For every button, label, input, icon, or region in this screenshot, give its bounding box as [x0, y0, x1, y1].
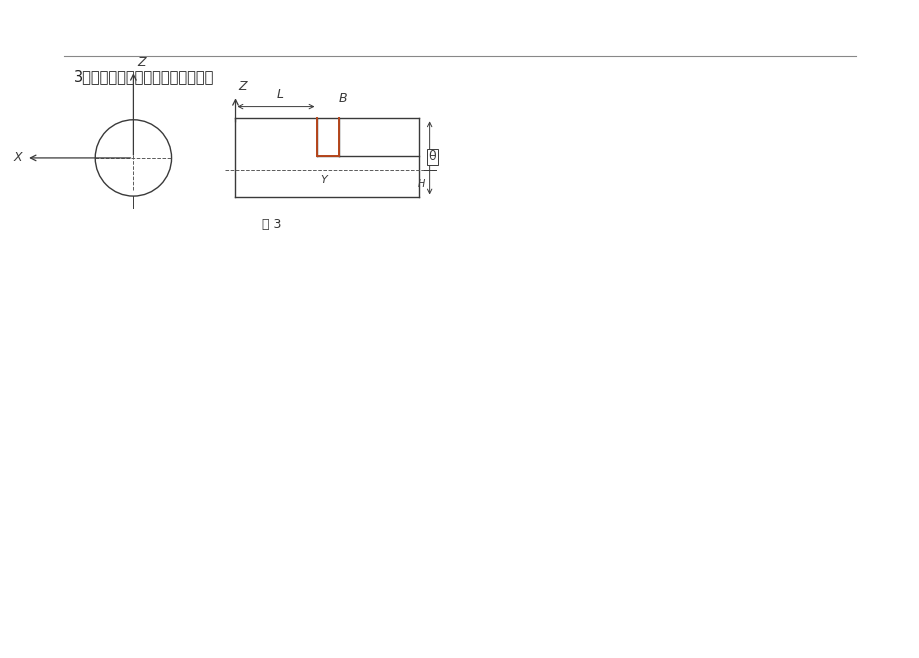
Text: H: H: [417, 178, 425, 189]
Text: 图 3: 图 3: [262, 218, 281, 232]
Text: Z: Z: [238, 80, 247, 93]
Text: Y: Y: [320, 175, 327, 185]
Text: Z: Z: [137, 57, 146, 69]
Text: B: B: [338, 92, 347, 105]
Text: 3）计算所选定位方法的定位误差。: 3）计算所选定位方法的定位误差。: [74, 69, 214, 84]
Text: θ: θ: [428, 150, 436, 163]
Text: L: L: [277, 88, 284, 101]
Text: X: X: [14, 151, 22, 164]
